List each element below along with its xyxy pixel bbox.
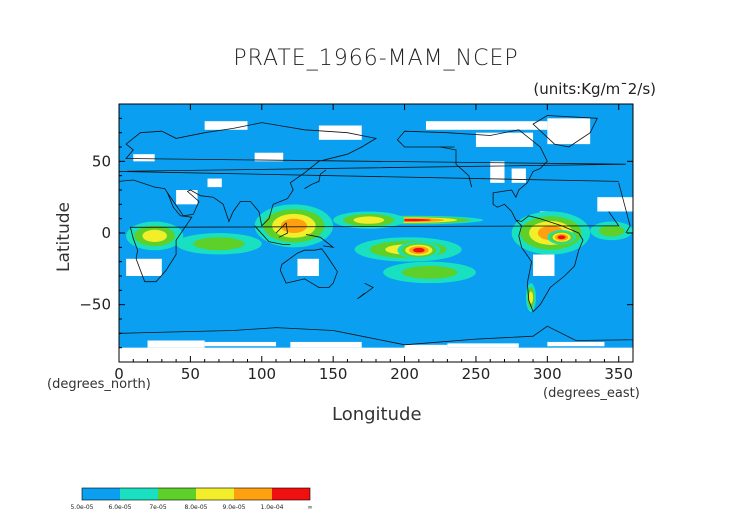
precip-patagonia: [528, 291, 534, 304]
missing-block: [447, 343, 519, 348]
colorbar-swatch: [196, 488, 234, 500]
x-tick-label: 200: [390, 365, 419, 383]
chart-title: PRATE_1966-MAM_NCEP: [233, 46, 519, 71]
missing-block: [425, 121, 548, 130]
x-tick-label: 350: [604, 365, 633, 383]
colorbar-swatch: [272, 488, 310, 500]
y-tick-label: 50: [92, 152, 111, 170]
colorbar-label: 8.0e-05: [184, 504, 207, 511]
coastline: [396, 129, 584, 313]
missing-block: [597, 197, 633, 212]
precip-maritime-continent: [280, 218, 307, 233]
colorbar-label: 5.0e-05: [70, 504, 93, 511]
missing-block: [297, 258, 319, 276]
x-tick-label: 300: [533, 365, 562, 383]
missing-block: [254, 152, 284, 162]
coastline: [618, 182, 631, 234]
precip-indian-ocean: [193, 237, 245, 251]
missing-block: [490, 161, 505, 183]
precip-pacific-itcz-west: [353, 216, 385, 224]
missing-block: [119, 347, 633, 362]
missing-block: [318, 125, 362, 140]
y-tick-label: 0: [101, 224, 111, 242]
missing-block: [511, 168, 526, 183]
coastline: [275, 222, 288, 238]
coastline: [357, 282, 374, 300]
units-label: (units:Kg/m¯2/s): [533, 80, 656, 98]
x-tick-label: 0: [114, 365, 124, 383]
missing-block: [475, 132, 534, 147]
missing-block: [547, 341, 605, 347]
precip-spcz-core: [412, 247, 425, 253]
coastline: [305, 234, 335, 248]
precip-southern-ocean-ribbon: [401, 265, 458, 279]
coastline: [440, 146, 473, 188]
colorbar-label: 7e-05: [149, 504, 166, 511]
colorbar-swatch: [82, 488, 120, 500]
coastline: [254, 225, 291, 245]
coastline: [129, 192, 620, 283]
missing-block: [207, 178, 222, 188]
y-tick-label: −50: [79, 296, 111, 314]
missing-block: [290, 341, 362, 348]
y-unit-note: (degrees_north): [47, 377, 151, 392]
colorbar-label: ∞: [308, 504, 313, 511]
colorbar-frame: [81, 487, 311, 501]
missing-block: [404, 344, 448, 350]
coastline: [304, 169, 327, 189]
colorbar-label: 9.0e-05: [222, 504, 245, 511]
x-tick-label: 50: [181, 365, 200, 383]
coastline: [279, 248, 338, 288]
coastline: [532, 115, 598, 148]
missing-block: [176, 190, 198, 205]
precip-africa-tropics: [142, 229, 167, 243]
coastline: [119, 325, 633, 346]
x-axis-label: Longitude: [332, 404, 422, 425]
x-tick-label: 150: [319, 365, 348, 383]
missing-block: [204, 341, 277, 347]
missing-block: [126, 258, 162, 276]
missing-block: [204, 121, 248, 130]
precip-atlantic-itcz: [598, 225, 625, 237]
colorbar-label: 6.0e-05: [108, 504, 131, 511]
missing-block: [133, 154, 155, 162]
missing-block: [147, 340, 205, 348]
colorbar-swatch: [234, 488, 272, 500]
x-tick-label: 250: [462, 365, 491, 383]
missing-block: [533, 254, 555, 276]
coastline: [119, 122, 626, 227]
colorbar-label: 1.0e-04: [260, 504, 283, 511]
x-tick-label: 100: [247, 365, 276, 383]
x-unit-note: (degrees_east): [543, 386, 640, 401]
colorbar-swatch: [120, 488, 158, 500]
colorbar-swatch: [158, 488, 196, 500]
precip-amazon-core: [557, 235, 566, 240]
field-layer: [119, 115, 633, 362]
missing-block: [547, 118, 591, 145]
